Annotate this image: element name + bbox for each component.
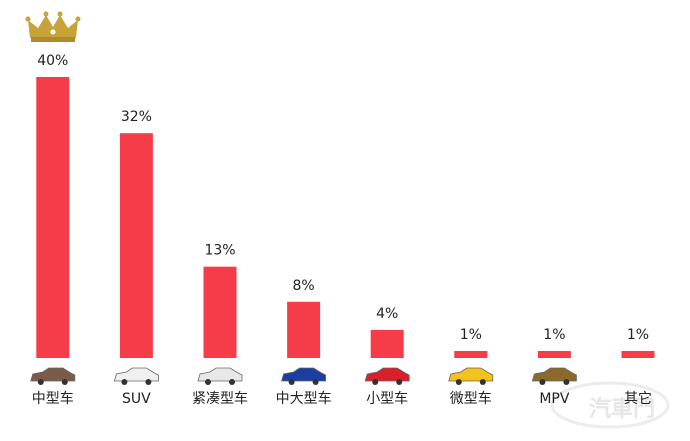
car-wheel: [61, 379, 68, 385]
car-wheel: [396, 379, 403, 385]
bar: [36, 77, 70, 358]
car-icon: [364, 367, 410, 382]
x-tick-label: 中大型车: [276, 390, 332, 407]
car-wheel: [312, 379, 319, 385]
value-label: 13%: [204, 243, 235, 259]
bar: [537, 350, 571, 358]
value-label: 32%: [121, 109, 152, 125]
car-wheel: [372, 379, 379, 385]
car-wheel: [145, 379, 152, 385]
x-tick-label: 中型车: [32, 390, 74, 407]
value-label: 1%: [460, 327, 482, 343]
car-wheel: [121, 379, 128, 385]
bar: [119, 133, 153, 358]
car-wheel: [563, 379, 570, 385]
car-wheel: [229, 379, 235, 385]
crown: [25, 11, 81, 42]
watermark: 汽車門: [589, 396, 655, 422]
car-wheel: [288, 379, 295, 385]
value-label: 1%: [627, 327, 649, 343]
bar: [454, 350, 488, 358]
value-label: 40%: [37, 53, 68, 69]
x-tick-label: 微型车: [450, 390, 492, 407]
car-icon: [30, 367, 76, 382]
watermark-logo: 汽車門: [550, 381, 670, 429]
car-wheel: [205, 379, 211, 385]
car-wheel: [539, 379, 546, 385]
x-tick-label: 紧凑型车: [192, 390, 248, 407]
car-icon: [113, 367, 159, 382]
value-label: 4%: [376, 306, 398, 322]
car-icon: [448, 367, 494, 382]
bar: [203, 266, 237, 358]
bar: [370, 329, 404, 358]
x-tick-label: MPV: [539, 391, 570, 407]
car-wheel: [479, 379, 486, 385]
car-icon: [531, 367, 577, 382]
value-label: 1%: [543, 327, 565, 343]
car-icon: [281, 367, 326, 382]
x-tick-label: 其它: [624, 390, 652, 407]
x-tick-label: 小型车: [366, 390, 408, 407]
car-icon: [197, 367, 243, 382]
value-label: 8%: [292, 278, 314, 294]
bar: [621, 350, 655, 358]
bar: [287, 301, 321, 358]
x-tick-label: SUV: [122, 391, 151, 407]
car-wheel: [455, 379, 462, 385]
car-wheel: [37, 379, 44, 385]
